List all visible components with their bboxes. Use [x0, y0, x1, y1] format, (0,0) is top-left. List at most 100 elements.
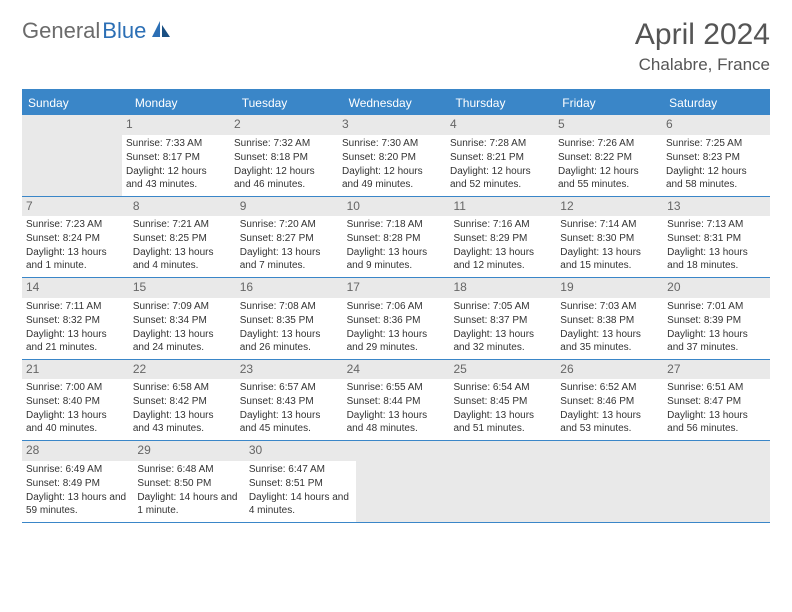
sunset-line: Sunset: 8:28 PM	[347, 232, 446, 245]
sunrise-line: Sunrise: 7:32 AM	[234, 137, 334, 150]
sunset-line: Sunset: 8:29 PM	[453, 232, 552, 245]
day-cell: 1Sunrise: 7:33 AMSunset: 8:17 PMDaylight…	[122, 115, 230, 196]
daylight-line: Daylight: 13 hours and 35 minutes.	[560, 328, 659, 354]
daylight-line: Daylight: 12 hours and 46 minutes.	[234, 165, 334, 191]
sunrise-line: Sunrise: 6:58 AM	[133, 381, 232, 394]
day-cell: 9Sunrise: 7:20 AMSunset: 8:27 PMDaylight…	[236, 197, 343, 278]
weekday-header: Wednesday	[343, 91, 450, 115]
sunrise-line: Sunrise: 7:08 AM	[240, 300, 339, 313]
sunrise-line: Sunrise: 7:18 AM	[347, 218, 446, 231]
sunset-line: Sunset: 8:50 PM	[137, 477, 240, 490]
sunset-line: Sunset: 8:47 PM	[667, 395, 766, 408]
sunset-line: Sunset: 8:22 PM	[558, 151, 658, 164]
week-row: 21Sunrise: 7:00 AMSunset: 8:40 PMDayligh…	[22, 360, 770, 442]
day-cell: 22Sunrise: 6:58 AMSunset: 8:42 PMDayligh…	[129, 360, 236, 441]
sunrise-line: Sunrise: 7:03 AM	[560, 300, 659, 313]
day-cell: 30Sunrise: 6:47 AMSunset: 8:51 PMDayligh…	[245, 441, 356, 522]
sunrise-line: Sunrise: 7:30 AM	[342, 137, 442, 150]
empty-day-cell	[460, 441, 563, 522]
sunrise-line: Sunrise: 7:25 AM	[666, 137, 766, 150]
day-cell: 28Sunrise: 6:49 AMSunset: 8:49 PMDayligh…	[22, 441, 133, 522]
sunrise-line: Sunrise: 7:28 AM	[450, 137, 550, 150]
day-cell: 21Sunrise: 7:00 AMSunset: 8:40 PMDayligh…	[22, 360, 129, 441]
daylight-line: Daylight: 12 hours and 52 minutes.	[450, 165, 550, 191]
daylight-line: Daylight: 13 hours and 45 minutes.	[240, 409, 339, 435]
daylight-line: Daylight: 14 hours and 4 minutes.	[249, 491, 352, 517]
day-cell: 12Sunrise: 7:14 AMSunset: 8:30 PMDayligh…	[556, 197, 663, 278]
daylight-line: Daylight: 13 hours and 43 minutes.	[133, 409, 232, 435]
day-cell: 18Sunrise: 7:05 AMSunset: 8:37 PMDayligh…	[449, 278, 556, 359]
sunset-line: Sunset: 8:35 PM	[240, 314, 339, 327]
sunrise-line: Sunrise: 7:05 AM	[453, 300, 552, 313]
day-cell: 23Sunrise: 6:57 AMSunset: 8:43 PMDayligh…	[236, 360, 343, 441]
sunset-line: Sunset: 8:24 PM	[26, 232, 125, 245]
day-number: 12	[556, 197, 663, 217]
day-cell: 26Sunrise: 6:52 AMSunset: 8:46 PMDayligh…	[556, 360, 663, 441]
sunrise-line: Sunrise: 6:47 AM	[249, 463, 352, 476]
sunrise-line: Sunrise: 7:23 AM	[26, 218, 125, 231]
sunset-line: Sunset: 8:45 PM	[453, 395, 552, 408]
empty-day-cell	[22, 115, 122, 196]
sunrise-line: Sunrise: 7:20 AM	[240, 218, 339, 231]
daylight-line: Daylight: 14 hours and 1 minute.	[137, 491, 240, 517]
sunrise-line: Sunrise: 6:55 AM	[347, 381, 446, 394]
sunset-line: Sunset: 8:36 PM	[347, 314, 446, 327]
day-number: 28	[22, 441, 133, 461]
weekday-header: Saturday	[663, 91, 770, 115]
weekday-header: Monday	[129, 91, 236, 115]
sunrise-line: Sunrise: 7:33 AM	[126, 137, 226, 150]
day-cell: 29Sunrise: 6:48 AMSunset: 8:50 PMDayligh…	[133, 441, 244, 522]
daylight-line: Daylight: 13 hours and 9 minutes.	[347, 246, 446, 272]
day-cell: 2Sunrise: 7:32 AMSunset: 8:18 PMDaylight…	[230, 115, 338, 196]
day-number: 1	[122, 115, 230, 135]
empty-day-cell	[356, 441, 459, 522]
sunrise-line: Sunrise: 7:21 AM	[133, 218, 232, 231]
sunset-line: Sunset: 8:38 PM	[560, 314, 659, 327]
day-cell: 15Sunrise: 7:09 AMSunset: 8:34 PMDayligh…	[129, 278, 236, 359]
day-number: 19	[556, 278, 663, 298]
weekday-header: Tuesday	[236, 91, 343, 115]
daylight-line: Daylight: 13 hours and 32 minutes.	[453, 328, 552, 354]
week-row: 7Sunrise: 7:23 AMSunset: 8:24 PMDaylight…	[22, 197, 770, 279]
calendar-body: 1Sunrise: 7:33 AMSunset: 8:17 PMDaylight…	[22, 115, 770, 523]
daylight-line: Daylight: 13 hours and 37 minutes.	[667, 328, 766, 354]
day-number: 23	[236, 360, 343, 380]
logo-sail-icon	[150, 19, 172, 44]
day-number: 5	[554, 115, 662, 135]
day-cell: 13Sunrise: 7:13 AMSunset: 8:31 PMDayligh…	[663, 197, 770, 278]
daylight-line: Daylight: 13 hours and 24 minutes.	[133, 328, 232, 354]
day-cell: 4Sunrise: 7:28 AMSunset: 8:21 PMDaylight…	[446, 115, 554, 196]
sunset-line: Sunset: 8:18 PM	[234, 151, 334, 164]
sunrise-line: Sunrise: 7:26 AM	[558, 137, 658, 150]
daylight-line: Daylight: 13 hours and 4 minutes.	[133, 246, 232, 272]
day-number: 15	[129, 278, 236, 298]
sunset-line: Sunset: 8:20 PM	[342, 151, 442, 164]
sunset-line: Sunset: 8:42 PM	[133, 395, 232, 408]
week-row: 14Sunrise: 7:11 AMSunset: 8:32 PMDayligh…	[22, 278, 770, 360]
day-number: 8	[129, 197, 236, 217]
day-number: 11	[449, 197, 556, 217]
sunset-line: Sunset: 8:34 PM	[133, 314, 232, 327]
sunset-line: Sunset: 8:43 PM	[240, 395, 339, 408]
day-cell: 27Sunrise: 6:51 AMSunset: 8:47 PMDayligh…	[663, 360, 770, 441]
weekday-header: Thursday	[449, 91, 556, 115]
day-number: 10	[343, 197, 450, 217]
location: Chalabre, France	[635, 55, 770, 75]
calendar: SundayMondayTuesdayWednesdayThursdayFrid…	[22, 89, 770, 523]
day-number: 24	[343, 360, 450, 380]
sunset-line: Sunset: 8:32 PM	[26, 314, 125, 327]
daylight-line: Daylight: 13 hours and 12 minutes.	[453, 246, 552, 272]
daylight-line: Daylight: 13 hours and 51 minutes.	[453, 409, 552, 435]
sunrise-line: Sunrise: 7:00 AM	[26, 381, 125, 394]
daylight-line: Daylight: 12 hours and 58 minutes.	[666, 165, 766, 191]
daylight-line: Daylight: 13 hours and 48 minutes.	[347, 409, 446, 435]
day-cell: 25Sunrise: 6:54 AMSunset: 8:45 PMDayligh…	[449, 360, 556, 441]
day-cell: 19 Sunrise: 7:03 AMSunset: 8:38 PMDayligh…	[556, 278, 663, 359]
day-cell: 11Sunrise: 7:16 AMSunset: 8:29 PMDayligh…	[449, 197, 556, 278]
sunrise-line: Sunrise: 6:57 AM	[240, 381, 339, 394]
day-number: 16	[236, 278, 343, 298]
day-number: 27	[663, 360, 770, 380]
weekday-header: Friday	[556, 91, 663, 115]
sunset-line: Sunset: 8:31 PM	[667, 232, 766, 245]
sunset-line: Sunset: 8:27 PM	[240, 232, 339, 245]
